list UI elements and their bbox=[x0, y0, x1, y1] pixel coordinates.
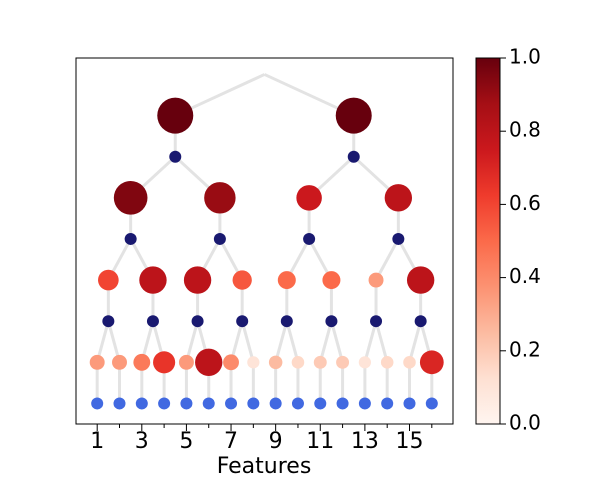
feature-node bbox=[113, 180, 148, 215]
connector-node bbox=[370, 315, 383, 328]
x-tick-label: 15 bbox=[396, 429, 424, 454]
leaf-node bbox=[247, 397, 260, 410]
tree-edge bbox=[274, 320, 289, 363]
connector-node bbox=[102, 315, 115, 328]
feature-node bbox=[204, 182, 236, 214]
feature-node bbox=[368, 272, 384, 288]
edges bbox=[95, 73, 434, 404]
leaf-node bbox=[202, 397, 215, 410]
connector-node bbox=[124, 232, 137, 245]
feature-node bbox=[296, 185, 322, 211]
leaf-node bbox=[180, 397, 193, 410]
feature-node bbox=[112, 354, 127, 370]
x-tick-label: 5 bbox=[179, 429, 193, 454]
tree-edge bbox=[329, 320, 345, 363]
feature-node bbox=[183, 266, 212, 294]
leaf-node bbox=[135, 397, 148, 410]
connector-node bbox=[414, 315, 427, 328]
x-tick-label: 9 bbox=[269, 429, 283, 454]
connector-node bbox=[280, 315, 293, 328]
feature-node bbox=[380, 356, 394, 369]
colorbar-tick-label: 0.4 bbox=[509, 264, 541, 288]
feature-node bbox=[358, 356, 372, 369]
feature-node bbox=[322, 271, 341, 290]
feature-node bbox=[178, 354, 194, 370]
leaf-node bbox=[403, 397, 416, 410]
feature-node bbox=[232, 270, 252, 290]
feature-node bbox=[336, 355, 350, 369]
tree-edge bbox=[374, 320, 389, 363]
connector-node bbox=[325, 315, 338, 328]
colorbar-tick-label: 0.6 bbox=[509, 191, 541, 215]
x-tick-label: 7 bbox=[224, 429, 238, 454]
feature-node bbox=[153, 351, 176, 374]
connector-node bbox=[213, 232, 226, 245]
feature-node bbox=[384, 184, 413, 212]
leaf-node bbox=[91, 397, 104, 410]
axes-frame bbox=[75, 57, 454, 425]
leaf-node bbox=[291, 397, 304, 410]
connector-node bbox=[392, 232, 405, 245]
leaf-node bbox=[158, 397, 171, 410]
feature-node bbox=[195, 348, 223, 376]
leaf-node bbox=[336, 397, 349, 410]
connector-node bbox=[146, 315, 159, 328]
connector-node bbox=[169, 150, 182, 163]
connector-node bbox=[347, 150, 360, 163]
nodes bbox=[89, 97, 444, 410]
feature-node bbox=[98, 269, 119, 291]
feature-node bbox=[139, 266, 167, 294]
connector-node bbox=[236, 315, 249, 328]
leaf-node bbox=[425, 397, 438, 410]
feature-node bbox=[268, 355, 283, 370]
feature-node bbox=[247, 356, 260, 369]
tree-edge bbox=[240, 320, 255, 363]
colorbar bbox=[475, 57, 501, 425]
feature-node bbox=[406, 266, 435, 294]
x-tick-label: 1 bbox=[90, 429, 104, 454]
tree-edge bbox=[408, 320, 423, 363]
tree-edge bbox=[363, 320, 378, 363]
feature-node bbox=[335, 97, 372, 134]
x-tick-label: 3 bbox=[135, 429, 149, 454]
feature-node bbox=[313, 355, 327, 369]
feature-node bbox=[291, 356, 305, 369]
x-axis-label: Features bbox=[217, 454, 312, 479]
x-tick-label: 11 bbox=[306, 429, 334, 454]
colorbar-tick-label: 0.8 bbox=[509, 118, 541, 142]
feature-node bbox=[89, 354, 105, 370]
leaf-node bbox=[314, 397, 327, 410]
x-tick-label: 13 bbox=[351, 429, 379, 454]
leaf-node bbox=[358, 397, 371, 410]
feature-node bbox=[157, 97, 194, 134]
feature-node bbox=[277, 271, 296, 290]
feature-node bbox=[133, 353, 151, 371]
leaf-node bbox=[269, 397, 282, 410]
connector-node bbox=[191, 315, 204, 328]
connector-node bbox=[303, 232, 316, 245]
feature-node bbox=[403, 356, 416, 369]
leaf-node bbox=[225, 397, 238, 410]
tree-edge bbox=[374, 238, 400, 281]
leaf-node bbox=[381, 397, 394, 410]
feature-node bbox=[419, 350, 444, 375]
tree-edge bbox=[318, 320, 333, 363]
feature-node bbox=[223, 354, 239, 371]
colorbar-tick-label: 0.0 bbox=[509, 411, 541, 435]
colorbar-tick-label: 1.0 bbox=[509, 45, 541, 69]
colorbar-tick-label: 0.2 bbox=[509, 337, 541, 361]
tree-edge bbox=[285, 320, 300, 363]
leaf-node bbox=[113, 397, 126, 410]
